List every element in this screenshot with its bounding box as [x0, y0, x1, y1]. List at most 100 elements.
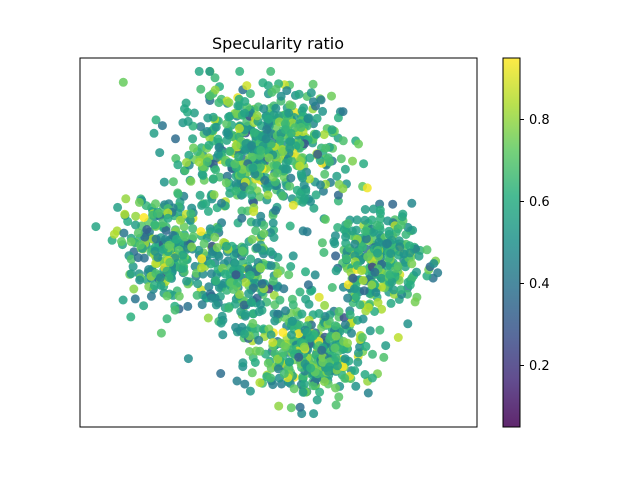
scatter-point [248, 163, 258, 173]
scatter-point [287, 330, 296, 340]
scatter-point [245, 347, 254, 356]
scatter-point [207, 293, 216, 303]
scatter-point [286, 173, 296, 183]
scatter-point [259, 229, 269, 239]
scatter-point [155, 273, 165, 283]
scatter-point [306, 88, 316, 98]
scatter-point [297, 309, 307, 319]
scatter-point [405, 248, 415, 258]
scatter-point [331, 331, 341, 341]
scatter-point [161, 226, 171, 235]
scatter-point [302, 327, 312, 337]
scatter-point [285, 137, 295, 146]
scatter-point [298, 197, 308, 207]
scatter-point [343, 338, 352, 348]
scatter-point [242, 81, 252, 91]
scatter-point [189, 108, 199, 118]
scatter-point [345, 310, 355, 320]
scatter-point [286, 403, 296, 413]
scatter-point [131, 211, 141, 221]
scatter-point [213, 134, 223, 144]
scatter-point [263, 358, 273, 368]
scatter-point [320, 169, 330, 179]
scatter-point [173, 160, 183, 170]
scatter-point [279, 369, 289, 379]
scatter-point [341, 254, 351, 264]
scatter-point [303, 280, 313, 290]
scatter-point [340, 373, 350, 383]
scatter-point [308, 79, 318, 89]
scatter-point [128, 262, 138, 272]
scatter-point [273, 252, 283, 262]
scatter-point [255, 262, 265, 272]
scatter-point [245, 185, 255, 195]
scatter-point [332, 171, 342, 181]
scatter-point [245, 89, 255, 99]
scatter-point [170, 305, 180, 315]
scatter-point [146, 291, 156, 301]
scatter-point [134, 197, 144, 207]
scatter-point [270, 316, 280, 326]
scatter-point [174, 291, 184, 301]
scatter-point [202, 157, 212, 167]
scatter-point [363, 252, 373, 262]
scatter-point [273, 354, 283, 364]
scatter-point [396, 220, 406, 230]
scatter-point [204, 140, 214, 150]
scatter-point [214, 98, 224, 108]
scatter-point [369, 227, 378, 237]
scatter-point [266, 66, 276, 76]
scatter-point [189, 143, 198, 153]
scatter-point [343, 219, 353, 229]
scatter-point [301, 294, 311, 304]
scatter-point [240, 108, 249, 118]
scatter-point [386, 298, 396, 308]
scatter-point [182, 276, 192, 286]
scatter-point [245, 270, 255, 280]
scatter-point [246, 254, 256, 264]
scatter-point [187, 242, 197, 252]
scatter-point [285, 221, 295, 231]
scatter-point [294, 89, 304, 99]
scatter-point [268, 338, 278, 347]
scatter-point [313, 149, 323, 159]
scatter-point [331, 383, 340, 393]
scatter-point [239, 300, 249, 310]
scatter-point [216, 369, 226, 378]
scatter-point [333, 190, 343, 200]
scatter-point [320, 300, 330, 310]
scatter-point [196, 84, 206, 94]
scatter-point [407, 198, 417, 208]
scatter-point [334, 392, 344, 402]
scatter-point [347, 226, 357, 236]
scatter-point [206, 269, 216, 279]
scatter-point [255, 378, 265, 388]
scatter-point [319, 377, 329, 387]
scatter-points [91, 66, 443, 419]
scatter-point [304, 113, 314, 123]
scatter-point [367, 373, 377, 383]
scatter-point [314, 309, 324, 318]
scatter-point [351, 381, 361, 391]
scatter-point [211, 300, 221, 310]
scatter-point [354, 139, 363, 149]
scatter-point [284, 270, 294, 280]
scatter-point [284, 108, 294, 118]
scatter-point [277, 191, 287, 201]
scatter-point [91, 222, 101, 232]
scatter-point [285, 181, 295, 191]
scatter-point [162, 291, 172, 301]
scatter-point [379, 352, 389, 362]
scatter-point [222, 171, 232, 181]
scatter-point [268, 218, 278, 228]
scatter-point [144, 265, 154, 274]
scatter-point [164, 273, 174, 283]
scatter-point [292, 185, 302, 195]
scatter-point [193, 279, 203, 289]
scatter-point [203, 206, 213, 216]
scatter-point [234, 123, 244, 133]
scatter-point [319, 248, 329, 257]
scatter-point [266, 330, 276, 340]
scatter-point [295, 402, 305, 412]
